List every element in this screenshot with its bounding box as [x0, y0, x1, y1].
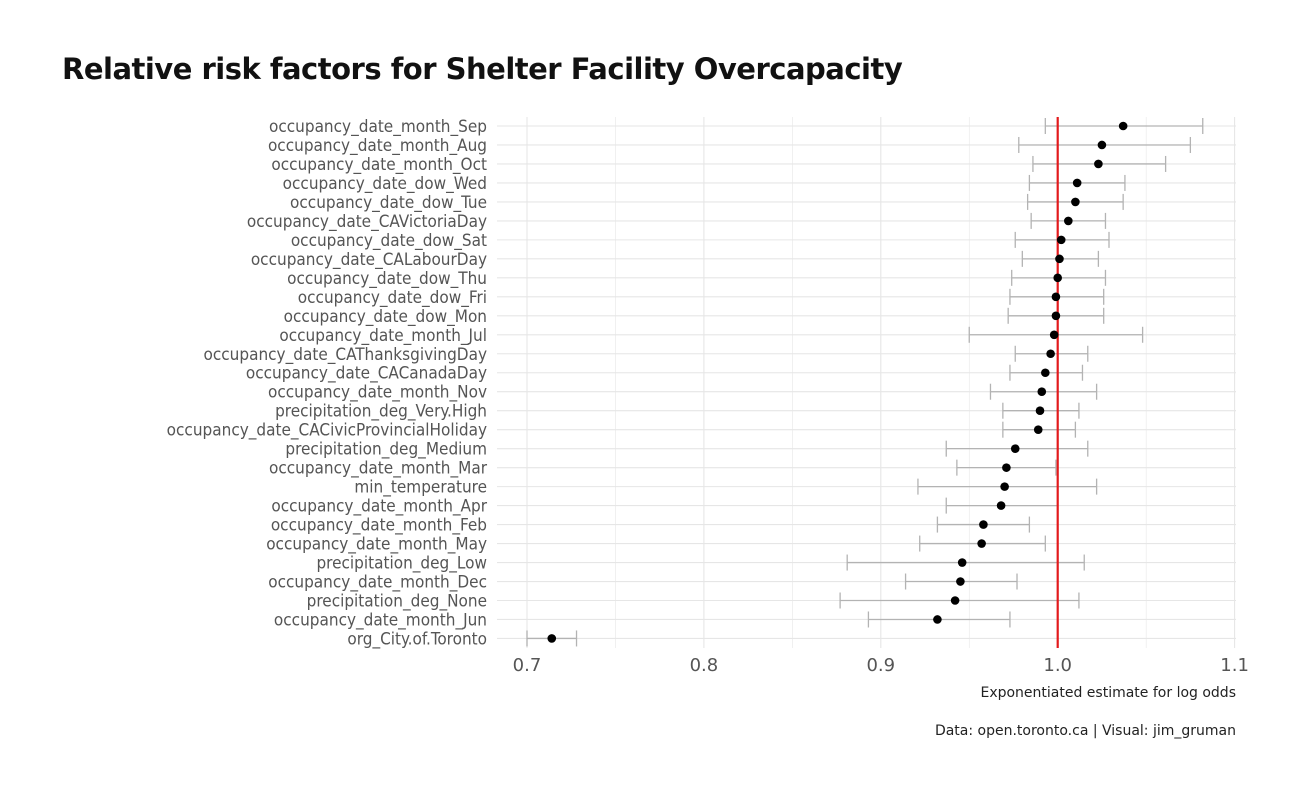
x-tick-label: 1.0: [1043, 655, 1072, 676]
estimate-point: [1041, 368, 1050, 378]
estimate-point: [1053, 273, 1062, 283]
y-tick-label: occupancy_date_CAVictoriaDay: [247, 212, 487, 232]
estimate-point: [950, 596, 960, 605]
y-tick-label: occupancy_date_CACanadaDay: [246, 364, 487, 384]
estimate-point: [1094, 159, 1103, 169]
estimate-point: [979, 520, 988, 529]
y-tick-label: precipitation_deg_Medium: [285, 440, 487, 460]
y-tick-label: occupancy_date_month_Nov: [268, 383, 487, 403]
estimate-points: [547, 121, 1128, 643]
y-tick-label: occupancy_date_month_Jun: [274, 610, 487, 630]
y-tick-label: min_temperature: [354, 478, 487, 498]
y-tick-label: occupancy_date_month_Mar: [269, 459, 488, 479]
estimate-point: [1056, 235, 1066, 245]
estimate-point: [1051, 292, 1061, 302]
x-axis-title: Exponentiated estimate for log odds: [980, 685, 1236, 701]
estimate-point: [1033, 425, 1043, 434]
estimate-point: [1118, 121, 1128, 131]
y-tick-label: occupancy_date_dow_Mon: [284, 307, 487, 327]
estimate-point: [1051, 311, 1061, 321]
y-tick-label: occupancy_date_month_Feb: [271, 516, 487, 536]
error-bars: [526, 118, 1204, 647]
error-bar: [839, 592, 1080, 609]
estimate-point: [933, 615, 942, 624]
y-tick-label: occupancy_date_dow_Sat: [291, 231, 487, 251]
y-tick-label: occupancy_date_month_Aug: [268, 136, 487, 156]
caption: Data: open.toronto.ca | Visual: jim_grum…: [935, 723, 1236, 739]
estimate-point: [1000, 482, 1009, 491]
estimate-point: [1002, 463, 1011, 472]
estimate-point: [1046, 349, 1055, 359]
estimate-point: [956, 577, 965, 586]
y-tick-label: occupancy_date_month_May: [266, 535, 487, 555]
x-tick-label: 1.1: [1220, 655, 1249, 676]
y-tick-label: occupancy_date_month_Jul: [279, 326, 487, 346]
estimate-point: [977, 539, 986, 548]
y-tick-label: occupancy_date_month_Oct: [271, 155, 487, 175]
y-tick-label: precipitation_deg_Low: [316, 554, 487, 574]
y-tick-label: precipitation_deg_None: [307, 592, 487, 612]
estimate-point: [1055, 254, 1064, 264]
estimate-point: [1072, 178, 1082, 188]
y-tick-label: occupancy_date_dow_Tue: [290, 193, 487, 213]
estimate-point: [957, 558, 967, 567]
grid-lines: [497, 117, 1236, 648]
y-tick-label: occupancy_date_dow_Thu: [287, 269, 487, 289]
y-tick-label: occupancy_date_CACivicProvincialHoliday: [167, 421, 487, 441]
x-axis-tick-labels: 0.7 0.8 0.9 1.0 1.1: [513, 655, 1249, 676]
estimate-point: [1097, 140, 1107, 150]
y-tick-label: precipitation_deg_Very.High: [275, 402, 487, 422]
y-axis-labels: occupancy_date_month_Sepoccupancy_date_m…: [167, 117, 488, 649]
estimate-point: [1064, 216, 1073, 226]
y-tick-label: occupancy_date_dow_Wed: [283, 174, 487, 194]
estimate-point: [1010, 444, 1020, 453]
x-tick-label: 0.8: [690, 655, 719, 676]
y-tick-label: occupancy_date_CAThanksgivingDay: [204, 345, 488, 365]
estimate-point: [996, 501, 1006, 510]
y-tick-label: occupancy_date_dow_Fri: [298, 288, 487, 308]
estimate-point: [1035, 406, 1045, 416]
estimate-point: [1037, 387, 1047, 397]
y-tick-label: occupancy_date_month_Dec: [268, 573, 487, 593]
y-tick-label: occupancy_date_month_Sep: [269, 117, 487, 137]
estimate-point: [1071, 197, 1080, 207]
y-tick-label: occupancy_date_month_Apr: [271, 497, 487, 517]
y-tick-label: org_City.of.Toronto: [347, 629, 487, 649]
estimate-point: [547, 634, 557, 643]
y-tick-label: occupancy_date_CALabourDay: [251, 250, 487, 270]
x-tick-label: 0.7: [513, 655, 542, 676]
estimate-point: [1049, 330, 1059, 340]
x-tick-label: 0.9: [866, 655, 895, 676]
chart-title: Relative risk factors for Shelter Facili…: [62, 52, 903, 86]
